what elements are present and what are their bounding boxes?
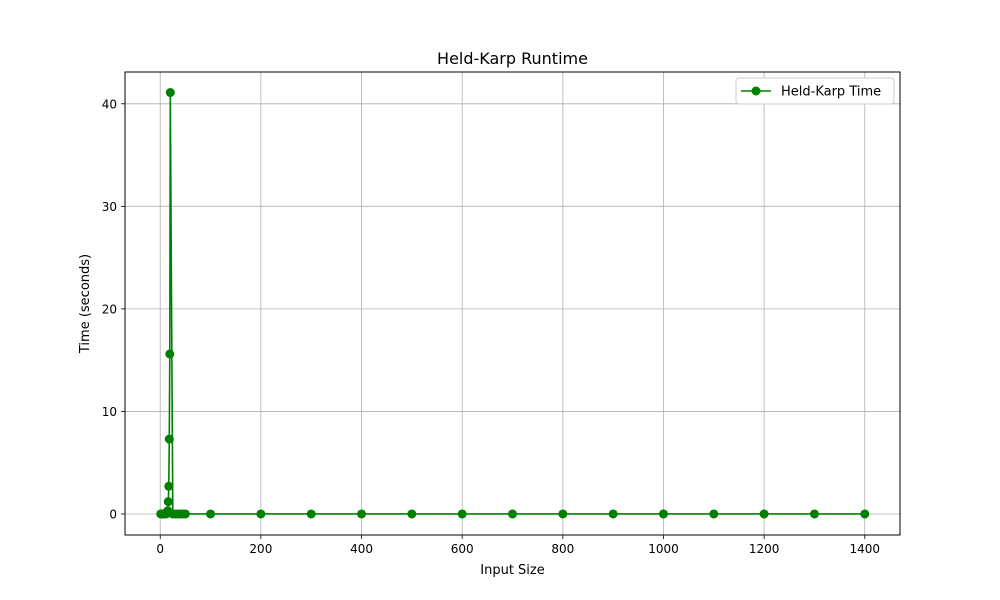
x-tick-label: 1400 — [849, 542, 880, 556]
data-point — [860, 509, 870, 519]
x-tick-label: 400 — [350, 542, 373, 556]
data-point — [608, 509, 618, 519]
data-point — [164, 434, 174, 444]
series-layer — [156, 88, 870, 519]
plot-frame — [124, 71, 901, 536]
data-point — [357, 509, 367, 519]
chart-title: Held-Karp Runtime — [437, 49, 588, 68]
y-tick-label: 0 — [109, 507, 117, 521]
data-point — [163, 497, 173, 507]
data-point — [457, 509, 467, 519]
x-tick-label: 0 — [156, 542, 164, 556]
x-tick-label: 800 — [551, 542, 574, 556]
x-tick-label: 600 — [451, 542, 474, 556]
data-point — [407, 509, 417, 519]
data-point — [180, 509, 190, 519]
data-point — [809, 509, 819, 519]
data-point — [206, 509, 216, 519]
data-point — [558, 509, 568, 519]
y-axis-ticks: 0 10 20 30 40 — [102, 97, 125, 521]
y-axis-label: Time (seconds) — [78, 254, 93, 354]
data-point — [165, 88, 175, 98]
y-tick-label: 40 — [102, 97, 117, 111]
data-point — [165, 349, 175, 359]
x-tick-label: 200 — [249, 542, 272, 556]
data-point — [759, 509, 769, 519]
y-tick-label: 30 — [102, 200, 117, 214]
y-tick-label: 20 — [102, 302, 117, 316]
x-axis-ticks: 0 200 400 600 800 1000 1200 1400 — [156, 535, 880, 556]
data-point — [709, 509, 719, 519]
legend-label: Held-Karp Time — [781, 85, 881, 100]
data-point — [164, 481, 174, 491]
x-axis-label: Input Size — [480, 563, 544, 578]
x-tick-label: 1200 — [749, 542, 780, 556]
x-tick-label: 1000 — [648, 542, 679, 556]
data-point — [256, 509, 266, 519]
legend-marker — [751, 86, 761, 96]
legend: Held-Karp Time — [735, 77, 895, 105]
legend-box — [735, 77, 895, 105]
y-tick-label: 10 — [102, 405, 117, 419]
data-point — [306, 509, 316, 519]
plot-area — [125, 72, 900, 535]
data-point — [658, 509, 668, 519]
data-point — [508, 509, 517, 519]
